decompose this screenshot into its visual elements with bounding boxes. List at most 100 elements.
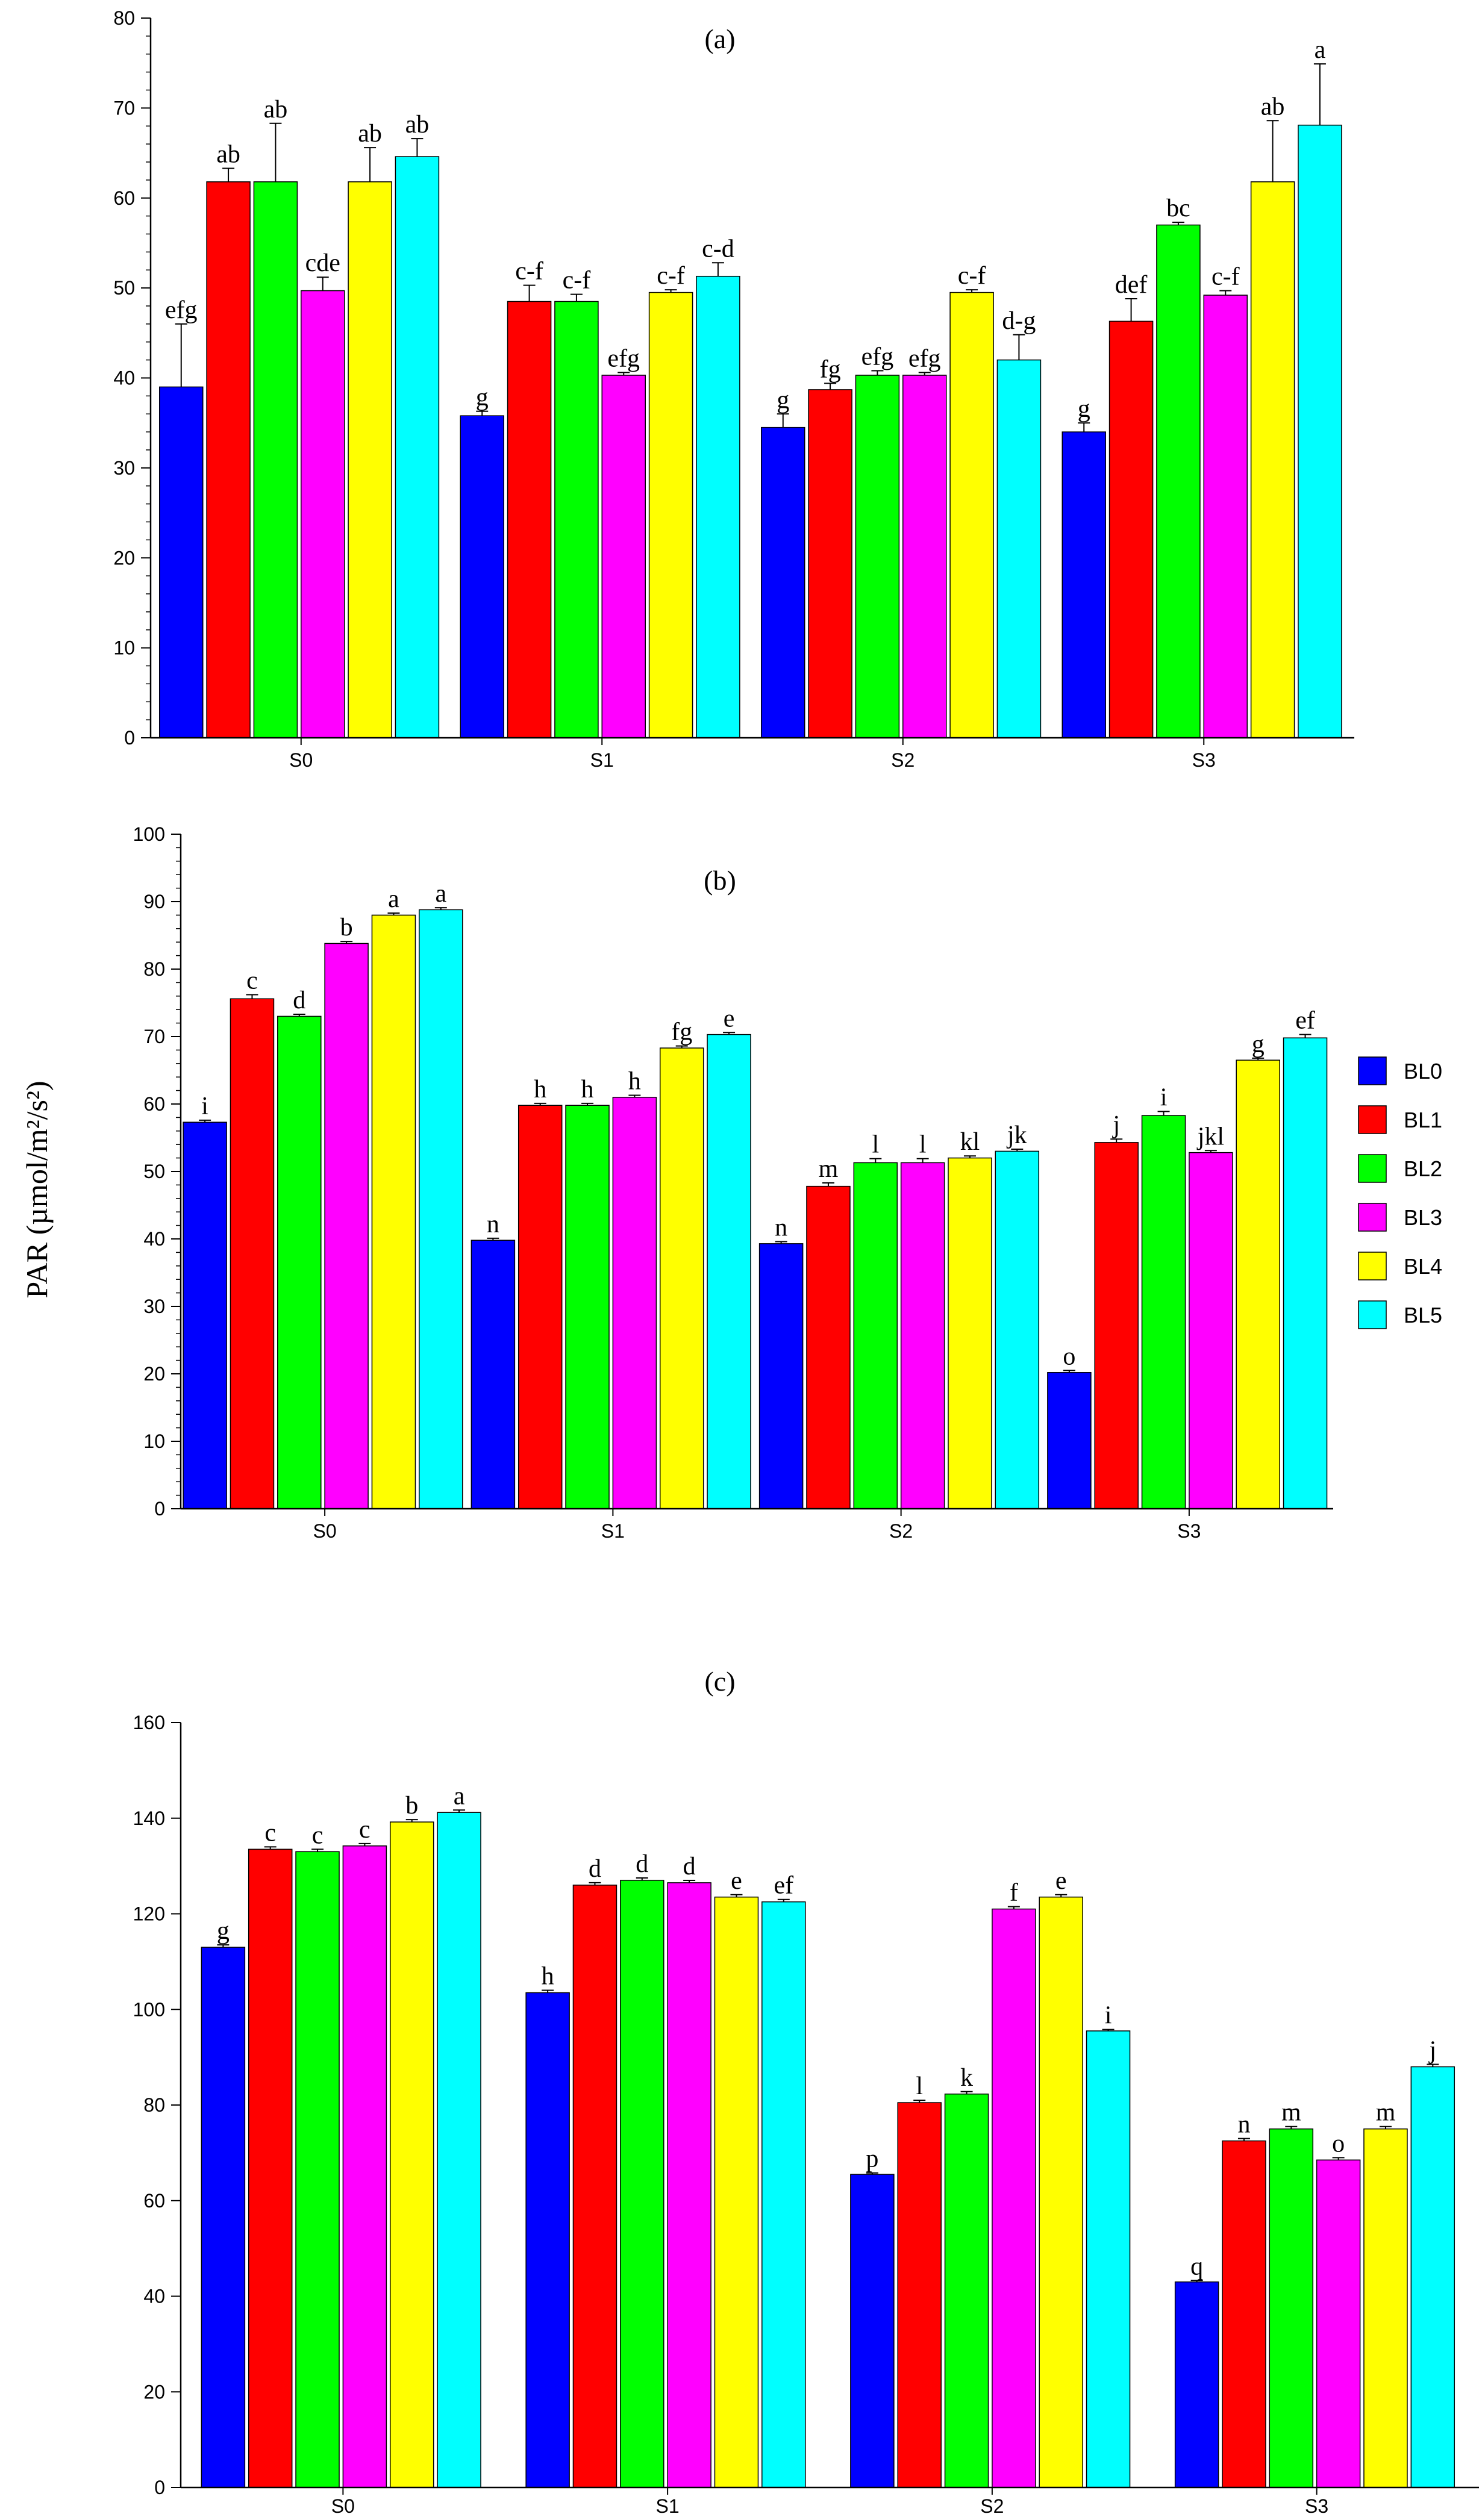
significance-label-c-S2-BL0: p bbox=[866, 2145, 878, 2173]
bar-c-S0-BL4 bbox=[389, 1821, 434, 2488]
y-tick-label-a-1: 10 bbox=[113, 637, 135, 659]
significance-label-b-S1-BL5: e bbox=[724, 1005, 735, 1032]
significance-label-a-S2-BL3: efg bbox=[908, 345, 941, 373]
bar-c-S0-BL0 bbox=[201, 1947, 246, 2488]
significance-label-c-S3-BL3: o bbox=[1332, 2130, 1345, 2157]
significance-label-c-S1-BL3: d bbox=[683, 1853, 696, 1880]
bar-b-S3-BL4 bbox=[1236, 1059, 1280, 1509]
significance-label-b-S2-BL5: jk bbox=[1006, 1121, 1027, 1149]
significance-label-b-S2-BL2: l bbox=[872, 1131, 879, 1159]
y-tick-label-b-5: 50 bbox=[143, 1161, 165, 1182]
bar-a-S1-BL1 bbox=[507, 301, 552, 738]
bar-c-S3-BL2 bbox=[1269, 2128, 1314, 2488]
bar-a-S2-BL1 bbox=[808, 389, 852, 738]
legend-swatch-BL4 bbox=[1358, 1252, 1387, 1280]
significance-label-a-S1-BL3: efg bbox=[607, 345, 640, 373]
significance-label-c-S1-BL4: e bbox=[731, 1867, 742, 1895]
significance-label-b-S2-BL3: l bbox=[919, 1131, 927, 1159]
significance-label-b-S0-BL5: a bbox=[435, 880, 446, 908]
bar-b-S0-BL2 bbox=[277, 1015, 322, 1509]
significance-label-c-S2-BL5: i bbox=[1105, 2002, 1112, 2030]
significance-label-b-S0-BL0: i bbox=[201, 1093, 208, 1120]
bar-c-S3-BL0 bbox=[1174, 2281, 1219, 2488]
bar-c-S3-BL1 bbox=[1222, 2140, 1266, 2488]
bar-b-S3-BL2 bbox=[1141, 1115, 1186, 1509]
significance-label-c-S0-BL2: c bbox=[312, 1821, 324, 1849]
y-tick-label-a-4: 40 bbox=[113, 367, 135, 389]
category-label-c-S2: S2 bbox=[980, 2495, 1004, 2517]
bar-a-S0-BL5 bbox=[395, 156, 440, 738]
bar-a-S0-BL2 bbox=[253, 181, 298, 738]
bar-a-S1-BL4 bbox=[648, 292, 693, 738]
significance-label-b-S0-BL1: c bbox=[246, 967, 258, 995]
significance-label-a-S1-BL0: g bbox=[476, 384, 489, 411]
legend-swatch-BL5 bbox=[1358, 1300, 1387, 1329]
bar-a-S2-BL0 bbox=[761, 426, 805, 738]
y-tick-label-a-5: 50 bbox=[113, 277, 135, 299]
bar-b-S3-BL0 bbox=[1047, 1372, 1092, 1509]
significance-label-b-S1-BL0: n bbox=[487, 1211, 499, 1238]
significance-label-a-S3-BL4: ab bbox=[1261, 93, 1285, 120]
significance-label-a-S0-BL0: efg bbox=[165, 296, 198, 324]
significance-label-b-S2-BL1: m bbox=[819, 1155, 839, 1183]
significance-label-b-S3-BL0: o bbox=[1063, 1343, 1075, 1370]
bar-c-S0-BL2 bbox=[295, 1851, 340, 2488]
y-tick-label-c-6: 120 bbox=[133, 1903, 165, 1925]
bar-c-S3-BL4 bbox=[1363, 2128, 1408, 2488]
significance-label-b-S0-BL4: a bbox=[388, 885, 399, 913]
legend-swatch-BL3 bbox=[1358, 1203, 1387, 1232]
bar-c-S0-BL1 bbox=[248, 1848, 293, 2488]
significance-label-c-S0-BL4: b bbox=[405, 1792, 418, 1820]
bar-a-S2-BL4 bbox=[949, 292, 994, 738]
significance-label-a-S1-BL1: c-f bbox=[515, 258, 543, 285]
y-tick-label-c-3: 60 bbox=[143, 2190, 165, 2212]
significance-label-a-S2-BL1: fg bbox=[820, 355, 841, 383]
category-label-b-S0: S0 bbox=[313, 1520, 337, 1542]
y-tick-label-c-2: 40 bbox=[143, 2286, 165, 2307]
category-label-a-S1: S1 bbox=[590, 749, 614, 771]
y-tick-label-a-2: 20 bbox=[113, 547, 135, 569]
bar-b-S2-BL0 bbox=[758, 1243, 804, 1509]
significance-label-b-S3-BL1: j bbox=[1112, 1111, 1120, 1139]
significance-label-c-S3-BL0: q bbox=[1190, 2253, 1203, 2280]
bar-b-S2-BL3 bbox=[900, 1162, 945, 1509]
significance-label-c-S0-BL3: c bbox=[359, 1816, 370, 1844]
bar-c-S2-BL4 bbox=[1039, 1896, 1083, 2488]
bar-b-S0-BL0 bbox=[183, 1121, 227, 1509]
significance-label-b-S1-BL2: h bbox=[581, 1076, 594, 1103]
bar-b-S1-BL5 bbox=[707, 1034, 751, 1509]
y-tick-label-b-1: 10 bbox=[143, 1430, 165, 1452]
legend-swatch-BL0 bbox=[1358, 1056, 1387, 1085]
significance-label-c-S3-BL4: m bbox=[1376, 2099, 1396, 2127]
bar-a-S1-BL5 bbox=[696, 275, 740, 738]
bar-c-S2-BL1 bbox=[897, 2102, 942, 2488]
bar-c-S2-BL2 bbox=[944, 2093, 989, 2488]
bar-b-S3-BL5 bbox=[1283, 1037, 1328, 1509]
significance-label-b-S1-BL3: h bbox=[628, 1067, 641, 1095]
y-tick-label-c-0: 0 bbox=[154, 2477, 165, 2498]
bar-b-S1-BL2 bbox=[565, 1105, 610, 1509]
y-tick-label-b-4: 40 bbox=[143, 1228, 165, 1250]
bar-a-S3-BL0 bbox=[1061, 431, 1106, 738]
significance-label-c-S1-BL5: ef bbox=[774, 1872, 793, 1900]
y-tick-label-c-1: 20 bbox=[143, 2381, 165, 2403]
significance-label-c-S0-BL1: c bbox=[264, 1819, 276, 1847]
legend-label-BL5: BL5 bbox=[1404, 1303, 1442, 1327]
bar-b-S3-BL1 bbox=[1094, 1142, 1139, 1509]
significance-label-a-S1-BL2: c-f bbox=[563, 267, 591, 295]
y-tick-label-c-5: 100 bbox=[133, 1998, 165, 2020]
bar-c-S2-BL0 bbox=[850, 2174, 895, 2488]
significance-label-b-S0-BL2: d bbox=[293, 987, 305, 1014]
y-tick-label-a-6: 60 bbox=[113, 187, 135, 209]
legend-label-BL1: BL1 bbox=[1404, 1108, 1442, 1132]
y-tick-label-c-4: 80 bbox=[143, 2094, 165, 2116]
significance-label-a-S2-BL5: d-g bbox=[1002, 307, 1036, 335]
legend-swatch-BL2 bbox=[1358, 1154, 1387, 1183]
significance-label-c-S0-BL5: a bbox=[454, 1782, 465, 1810]
category-label-a-S3: S3 bbox=[1192, 749, 1216, 771]
bar-b-S1-BL0 bbox=[471, 1240, 516, 1509]
y-tick-label-c-7: 140 bbox=[133, 1807, 165, 1829]
category-label-c-S3: S3 bbox=[1305, 2495, 1328, 2517]
y-axis-title: PAR (µmol/m²/s²) bbox=[20, 1081, 54, 1298]
chart-panel-b: (b) 0 10 20 30 40 50 60 70 80 90 100 i c d b a a S0 n h h h fg e… bbox=[133, 823, 1333, 1542]
